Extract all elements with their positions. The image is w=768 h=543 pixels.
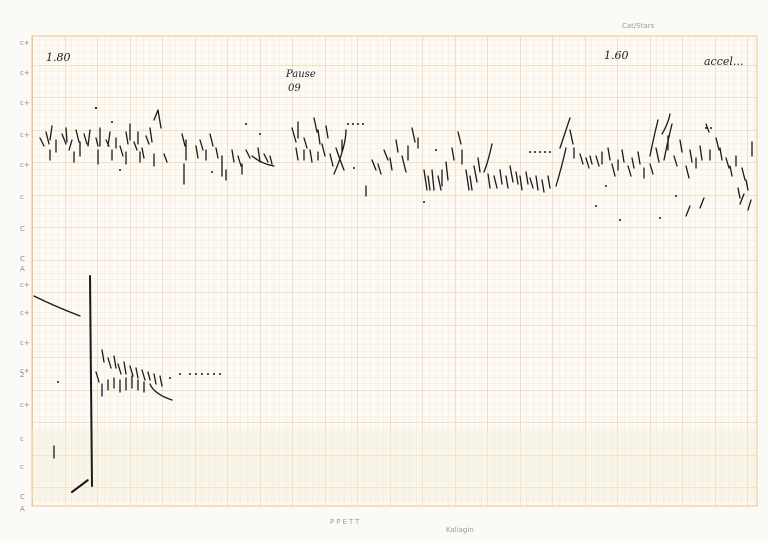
faint-signature: Kaliagin xyxy=(446,526,474,534)
row-label: c+ xyxy=(20,367,30,375)
row-label: c+ xyxy=(20,281,30,289)
row-label: c+ xyxy=(20,401,30,409)
lower-system xyxy=(33,275,173,494)
grid-area xyxy=(31,35,758,507)
upper-system xyxy=(39,109,753,217)
row-label: c+ xyxy=(20,39,30,47)
row-label: C xyxy=(20,225,25,233)
row-label: A xyxy=(20,265,25,273)
tempo-marking-right: 1.60 xyxy=(604,49,629,62)
lower-dots xyxy=(57,373,221,383)
bottom-shade xyxy=(32,430,757,500)
faint-mark-bottom-center: PPETT xyxy=(330,518,362,526)
tempo-marking-left: 1.80 xyxy=(46,51,71,64)
row-label: c+ xyxy=(20,309,30,317)
row-label: 2 xyxy=(20,371,25,379)
faint-mark-top-right: Cat/Stars xyxy=(622,22,655,30)
row-label: C xyxy=(20,493,25,501)
upper-dots xyxy=(94,106,712,221)
pause-label: Pause xyxy=(286,69,316,80)
row-label: c xyxy=(20,435,24,443)
accelerando-marking: accel... xyxy=(704,55,744,68)
row-label: A xyxy=(20,505,25,513)
row-label: c xyxy=(20,193,24,201)
row-label: c+ xyxy=(20,69,30,77)
pause-value: 09 xyxy=(288,83,301,94)
row-label: c xyxy=(20,463,24,471)
row-label: c+ xyxy=(20,99,30,107)
row-label: c+ xyxy=(20,131,30,139)
row-label: c+ xyxy=(20,161,30,169)
row-label: c+ xyxy=(20,339,30,347)
row-label: C xyxy=(20,255,25,263)
